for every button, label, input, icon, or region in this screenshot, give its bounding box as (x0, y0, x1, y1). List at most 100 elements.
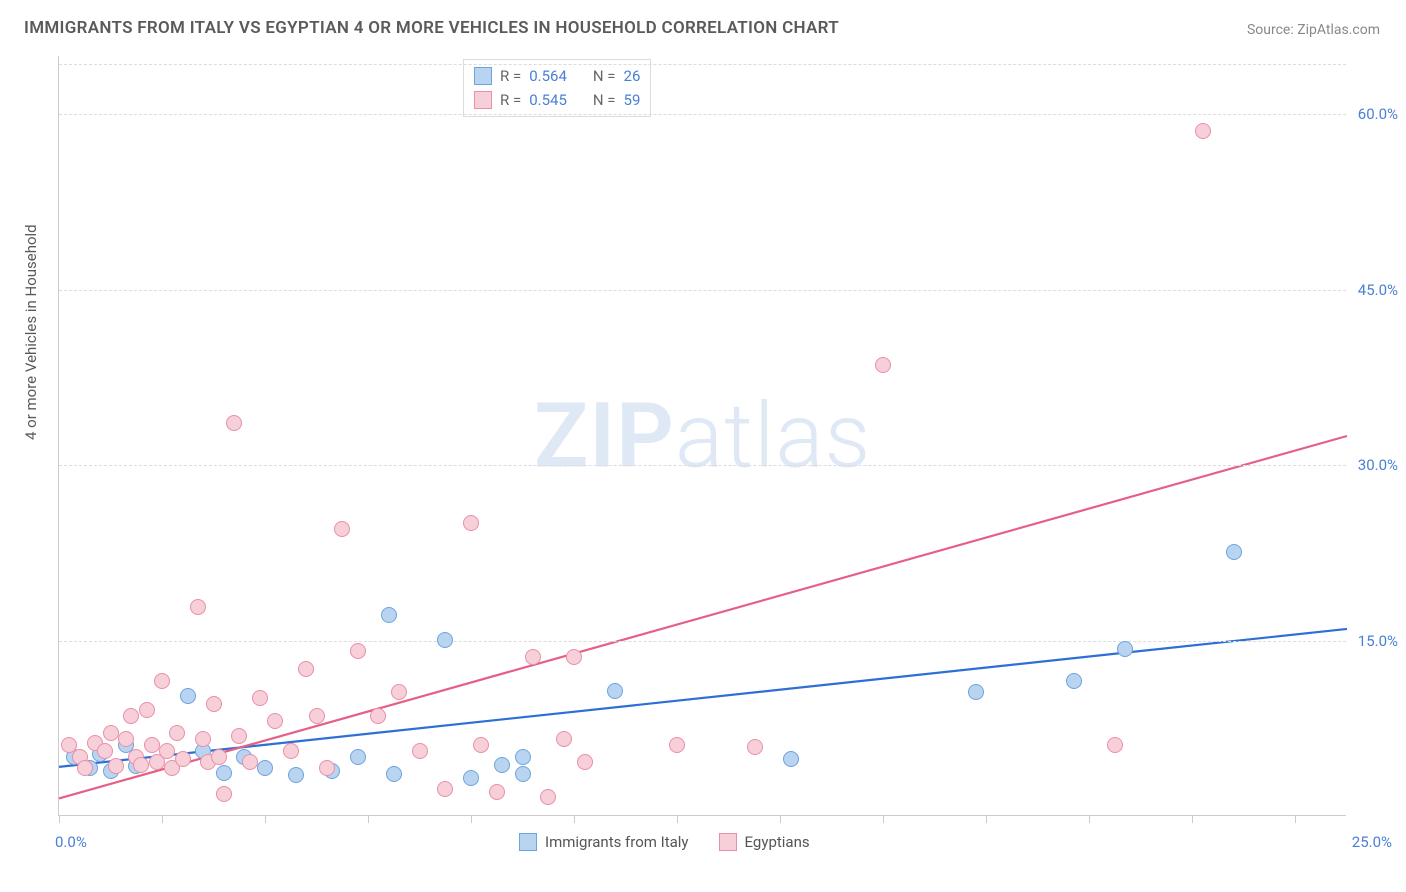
data-point (747, 739, 763, 755)
x-tick (1192, 815, 1193, 823)
data-point (123, 708, 139, 724)
data-point (175, 751, 191, 767)
data-point (783, 751, 799, 767)
correlation-legend: R = 0.564 N = 26 R = 0.545 N = 59 (463, 59, 651, 117)
data-point (283, 743, 299, 759)
gridline (59, 64, 1346, 65)
x-axis-min-label: 0.0% (55, 833, 87, 851)
data-point (103, 725, 119, 741)
x-tick (59, 815, 60, 823)
series-legend-item: Egyptians (719, 833, 810, 851)
legend-row: R = 0.564 N = 26 (474, 64, 640, 88)
data-point (195, 731, 211, 747)
legend-r-value: 0.564 (529, 67, 567, 85)
data-point (267, 713, 283, 729)
data-point (350, 749, 366, 765)
data-point (1066, 673, 1082, 689)
y-tick-label: 15.0% (1358, 632, 1398, 650)
gridline (59, 465, 1346, 466)
data-point (309, 708, 325, 724)
data-point (77, 760, 93, 776)
data-point (463, 770, 479, 786)
data-point (386, 766, 402, 782)
data-point (216, 765, 232, 781)
data-point (1195, 123, 1211, 139)
data-point (252, 690, 268, 706)
data-point (288, 767, 304, 783)
data-point (1226, 544, 1242, 560)
data-point (97, 743, 113, 759)
data-point (298, 661, 314, 677)
data-point (231, 728, 247, 744)
chart-title: IMMIGRANTS FROM ITALY VS EGYPTIAN 4 OR M… (24, 18, 839, 38)
y-axis-label: 4 or more Vehicles in Household (22, 224, 40, 440)
legend-row: R = 0.545 N = 59 (474, 88, 640, 112)
data-point (169, 725, 185, 741)
data-point (669, 737, 685, 753)
legend-n-value: 26 (624, 67, 641, 85)
data-point (118, 731, 134, 747)
data-point (257, 760, 273, 776)
data-point (190, 599, 206, 615)
data-point (540, 789, 556, 805)
data-point (370, 708, 386, 724)
x-tick (780, 815, 781, 823)
legend-swatch (719, 833, 737, 851)
legend-swatch (474, 91, 492, 109)
legend-swatch (519, 833, 537, 851)
data-point (875, 357, 891, 373)
data-point (515, 766, 531, 782)
legend-r-label: R = (500, 67, 521, 85)
trend-line (59, 436, 1347, 798)
gridline (59, 290, 1346, 291)
data-point (607, 683, 623, 699)
y-tick-label: 30.0% (1358, 456, 1398, 474)
legend-n-label: N = (593, 91, 616, 109)
series-legend: Immigrants from Italy Egyptians (519, 833, 810, 851)
data-point (108, 758, 124, 774)
data-point (226, 415, 242, 431)
x-tick (471, 815, 472, 823)
x-tick (1089, 815, 1090, 823)
data-point (473, 737, 489, 753)
data-point (154, 673, 170, 689)
data-point (1117, 641, 1133, 657)
data-point (334, 521, 350, 537)
x-tick (986, 815, 987, 823)
legend-n-label: N = (593, 67, 616, 85)
data-point (566, 649, 582, 665)
series-legend-item: Immigrants from Italy (519, 833, 689, 851)
legend-r-value: 0.545 (529, 91, 567, 109)
y-tick-label: 60.0% (1358, 105, 1398, 123)
data-point (180, 688, 196, 704)
data-point (556, 731, 572, 747)
source-attribution: Source: ZipAtlas.com (1247, 22, 1380, 38)
y-tick-label: 45.0% (1358, 281, 1398, 299)
scatter-plot-area: ZIPatlas R =0.564N =26R =0.545N =59 0.0%… (58, 56, 1346, 816)
data-point (437, 632, 453, 648)
data-point (133, 757, 149, 773)
data-point (144, 737, 160, 753)
data-point (577, 754, 593, 770)
x-tick (677, 815, 678, 823)
gridline (59, 114, 1346, 115)
data-point (494, 757, 510, 773)
x-tick (368, 815, 369, 823)
legend-n-value: 59 (624, 91, 641, 109)
data-point (381, 607, 397, 623)
data-point (319, 760, 335, 776)
x-tick (883, 815, 884, 823)
data-point (412, 743, 428, 759)
x-tick (1295, 815, 1296, 823)
data-point (206, 696, 222, 712)
data-point (159, 743, 175, 759)
data-point (216, 786, 232, 802)
data-point (1107, 737, 1123, 753)
data-point (211, 749, 227, 765)
x-tick (265, 815, 266, 823)
gridline (59, 641, 1346, 642)
legend-r-label: R = (500, 91, 521, 109)
legend-swatch (474, 67, 492, 85)
data-point (515, 749, 531, 765)
data-point (525, 649, 541, 665)
